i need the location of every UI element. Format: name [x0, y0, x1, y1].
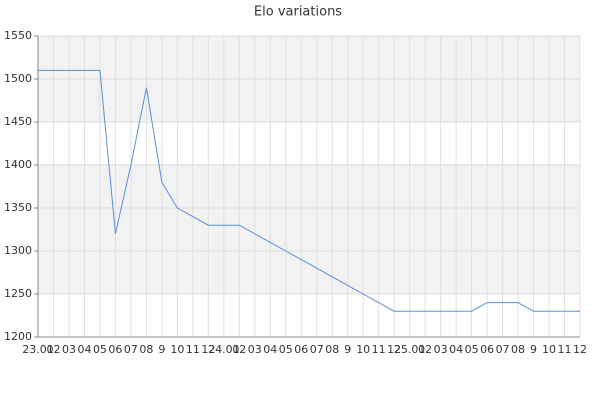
x-tick-label: 05	[465, 343, 479, 356]
chart-title: Elo variations	[254, 5, 342, 20]
x-tick-label: 08	[139, 343, 153, 356]
x-tick-label: 12	[573, 343, 587, 356]
x-tick-label: 06	[294, 343, 308, 356]
x-tick-label: 04	[263, 343, 277, 356]
y-tick-label: 1450	[4, 115, 32, 128]
x-tick-label: 9	[158, 343, 165, 356]
x-tick-label: 23.01	[22, 343, 54, 356]
x-tick-label: 05	[93, 343, 107, 356]
x-tick-label: 05	[279, 343, 293, 356]
x-tick-label: 25.01	[394, 343, 426, 356]
y-tick-label: 1500	[4, 72, 32, 85]
x-tick-label: 06	[480, 343, 494, 356]
grid-band	[38, 79, 580, 122]
x-tick-label: 9	[530, 343, 537, 356]
x-tick-label: 08	[511, 343, 525, 356]
y-tick-label: 1400	[4, 158, 32, 171]
x-tick-label: 02	[232, 343, 246, 356]
x-tick-label: 11	[186, 343, 200, 356]
x-tick-label: 10	[542, 343, 556, 356]
grid-band	[38, 122, 580, 165]
x-tick-label: 02	[418, 343, 432, 356]
x-tick-label: 07	[310, 343, 324, 356]
line	[38, 69, 580, 312]
x-tick-label: 06	[108, 343, 122, 356]
x-tick-label: 07	[496, 343, 510, 356]
x-tick-label: 03	[62, 343, 76, 356]
x-tick-label: 12	[387, 343, 401, 356]
x-tick-label: 03	[248, 343, 262, 356]
x-tick-label: 04	[77, 343, 91, 356]
x-tick-label: 03	[434, 343, 448, 356]
grid-band	[38, 208, 580, 251]
x-tick-label: 04	[449, 343, 463, 356]
grid-band	[38, 294, 580, 337]
grid-band	[38, 165, 580, 208]
x-tick-label: 12	[201, 343, 215, 356]
x-tick-label: 07	[124, 343, 138, 356]
x-tick-label: 11	[558, 343, 572, 356]
x-tick-label: 02	[46, 343, 60, 356]
y-tick-label: 1550	[4, 29, 32, 42]
x-tick-label: 24.01	[208, 343, 240, 356]
grid-band	[38, 251, 580, 294]
y-tick-label: 1300	[4, 244, 32, 257]
y-tick-label: 1200	[4, 330, 32, 343]
x-tick-label: 10	[170, 343, 184, 356]
x-tick-label: 10	[356, 343, 370, 356]
grid-band	[38, 36, 580, 79]
y-tick-label: 1350	[4, 201, 32, 214]
x-tick-label: 08	[325, 343, 339, 356]
y-tick-label: 1250	[4, 287, 32, 300]
x-tick-label: 9	[344, 343, 351, 356]
x-tick-label: 11	[372, 343, 386, 356]
